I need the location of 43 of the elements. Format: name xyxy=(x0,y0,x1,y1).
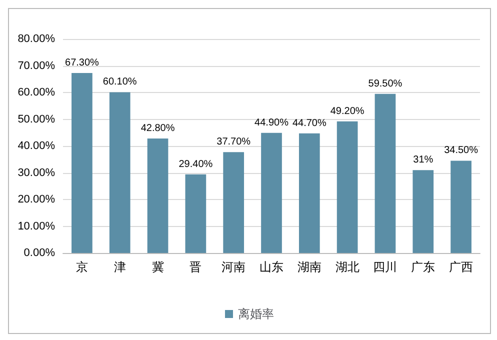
y-tick-label: 40.00% xyxy=(18,140,56,152)
bar xyxy=(185,174,206,253)
bar xyxy=(336,121,358,253)
x-tick-label: 广西 xyxy=(449,260,474,274)
bar xyxy=(109,92,130,253)
y-tick-label: 70.00% xyxy=(18,60,56,72)
data-label: 31% xyxy=(413,154,434,166)
x-tick-label: 广东 xyxy=(411,260,436,274)
data-label: 49.20% xyxy=(330,106,364,117)
x-tick-label: 湖北 xyxy=(335,260,360,274)
data-label: 34.50% xyxy=(444,145,478,156)
x-tick-label: 河南 xyxy=(222,260,246,274)
y-tick-label: 50.00% xyxy=(18,113,56,126)
x-tick-label: 山东 xyxy=(260,260,284,274)
bar xyxy=(261,132,282,253)
y-tick-label: 60.00% xyxy=(18,86,56,98)
legend-label: 离婚率 xyxy=(238,307,274,321)
x-tick-label: 四川 xyxy=(373,260,398,274)
x-tick-label: 冀 xyxy=(152,260,164,274)
bar xyxy=(223,152,244,253)
x-tick-label: 晋 xyxy=(190,260,202,274)
bar xyxy=(298,133,320,253)
bar xyxy=(72,72,92,253)
y-tick-label: 20.00% xyxy=(18,194,56,206)
data-label: 67.30% xyxy=(64,57,100,68)
y-tick-label: 10.00% xyxy=(18,220,56,232)
bar xyxy=(147,138,168,253)
bar xyxy=(450,160,472,253)
bar xyxy=(374,94,396,253)
data-label: 59.50% xyxy=(368,78,402,90)
y-tick-label: 0.00% xyxy=(24,247,56,259)
y-tick-label: 80.00% xyxy=(18,33,56,45)
bar xyxy=(412,170,434,253)
data-label: 29.40% xyxy=(178,158,213,170)
data-label: 37.70% xyxy=(216,136,251,148)
data-label: 44.90% xyxy=(254,117,289,128)
data-label: 42.80% xyxy=(140,123,175,134)
y-tick-label: 30.00% xyxy=(18,166,56,179)
x-tick-label: 津 xyxy=(114,260,126,274)
data-label: 60.10% xyxy=(102,76,137,88)
x-tick-label: 湖南 xyxy=(297,260,322,274)
data-label: 44.70% xyxy=(292,118,326,129)
x-tick-label: 京 xyxy=(76,260,88,274)
